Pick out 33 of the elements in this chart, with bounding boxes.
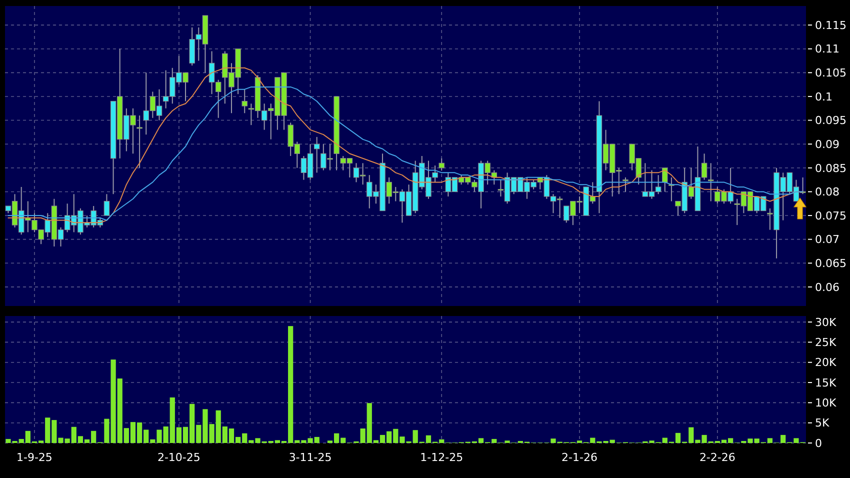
y-tick-label: 5K (815, 416, 830, 430)
y-tick-label: 0 (815, 436, 822, 450)
candlestick (438, 158, 444, 171)
y-tick-label: 15K (815, 376, 837, 390)
x-tick-label: 1-9-25 (16, 451, 52, 464)
x-tick-label: 2-10-25 (157, 451, 200, 464)
y-tick-label: 0.075 (815, 209, 846, 222)
candlestick (314, 136, 320, 174)
candlestick (622, 176, 628, 192)
candlestick (242, 88, 248, 114)
y-tick-label: 0.095 (815, 114, 846, 128)
x-tick-label: 2-1-26 (562, 451, 598, 464)
y-tick-label: 0.105 (815, 66, 846, 80)
x-tick-label: 2-2-26 (699, 451, 736, 464)
candlestick (708, 162, 714, 202)
y-tick-label: 10K (815, 396, 837, 410)
y-tick-label: 0.09 (815, 138, 840, 151)
candlestick (104, 194, 110, 216)
y-tick-label: 25K (815, 336, 837, 350)
y-tick-label: 20K (815, 356, 837, 370)
y-tick-label: 0.08 (815, 186, 840, 199)
y-tick-label: 0.07 (815, 233, 840, 246)
y-tick-label: 0.085 (815, 162, 846, 175)
y-tick-label: 30K (815, 316, 837, 329)
x-tick-label: 3-11-25 (288, 451, 332, 464)
y-tick-label: 0.06 (815, 280, 840, 294)
y-tick-label: 0.11 (815, 42, 840, 56)
candlestick (136, 115, 142, 168)
y-tick-label: 0.1 (815, 90, 832, 104)
x-tick-label: 1-12-25 (420, 451, 464, 464)
y-tick-label: 0.115 (815, 18, 846, 32)
candlestick (662, 167, 668, 192)
y-tick-label: 0.065 (815, 256, 846, 270)
